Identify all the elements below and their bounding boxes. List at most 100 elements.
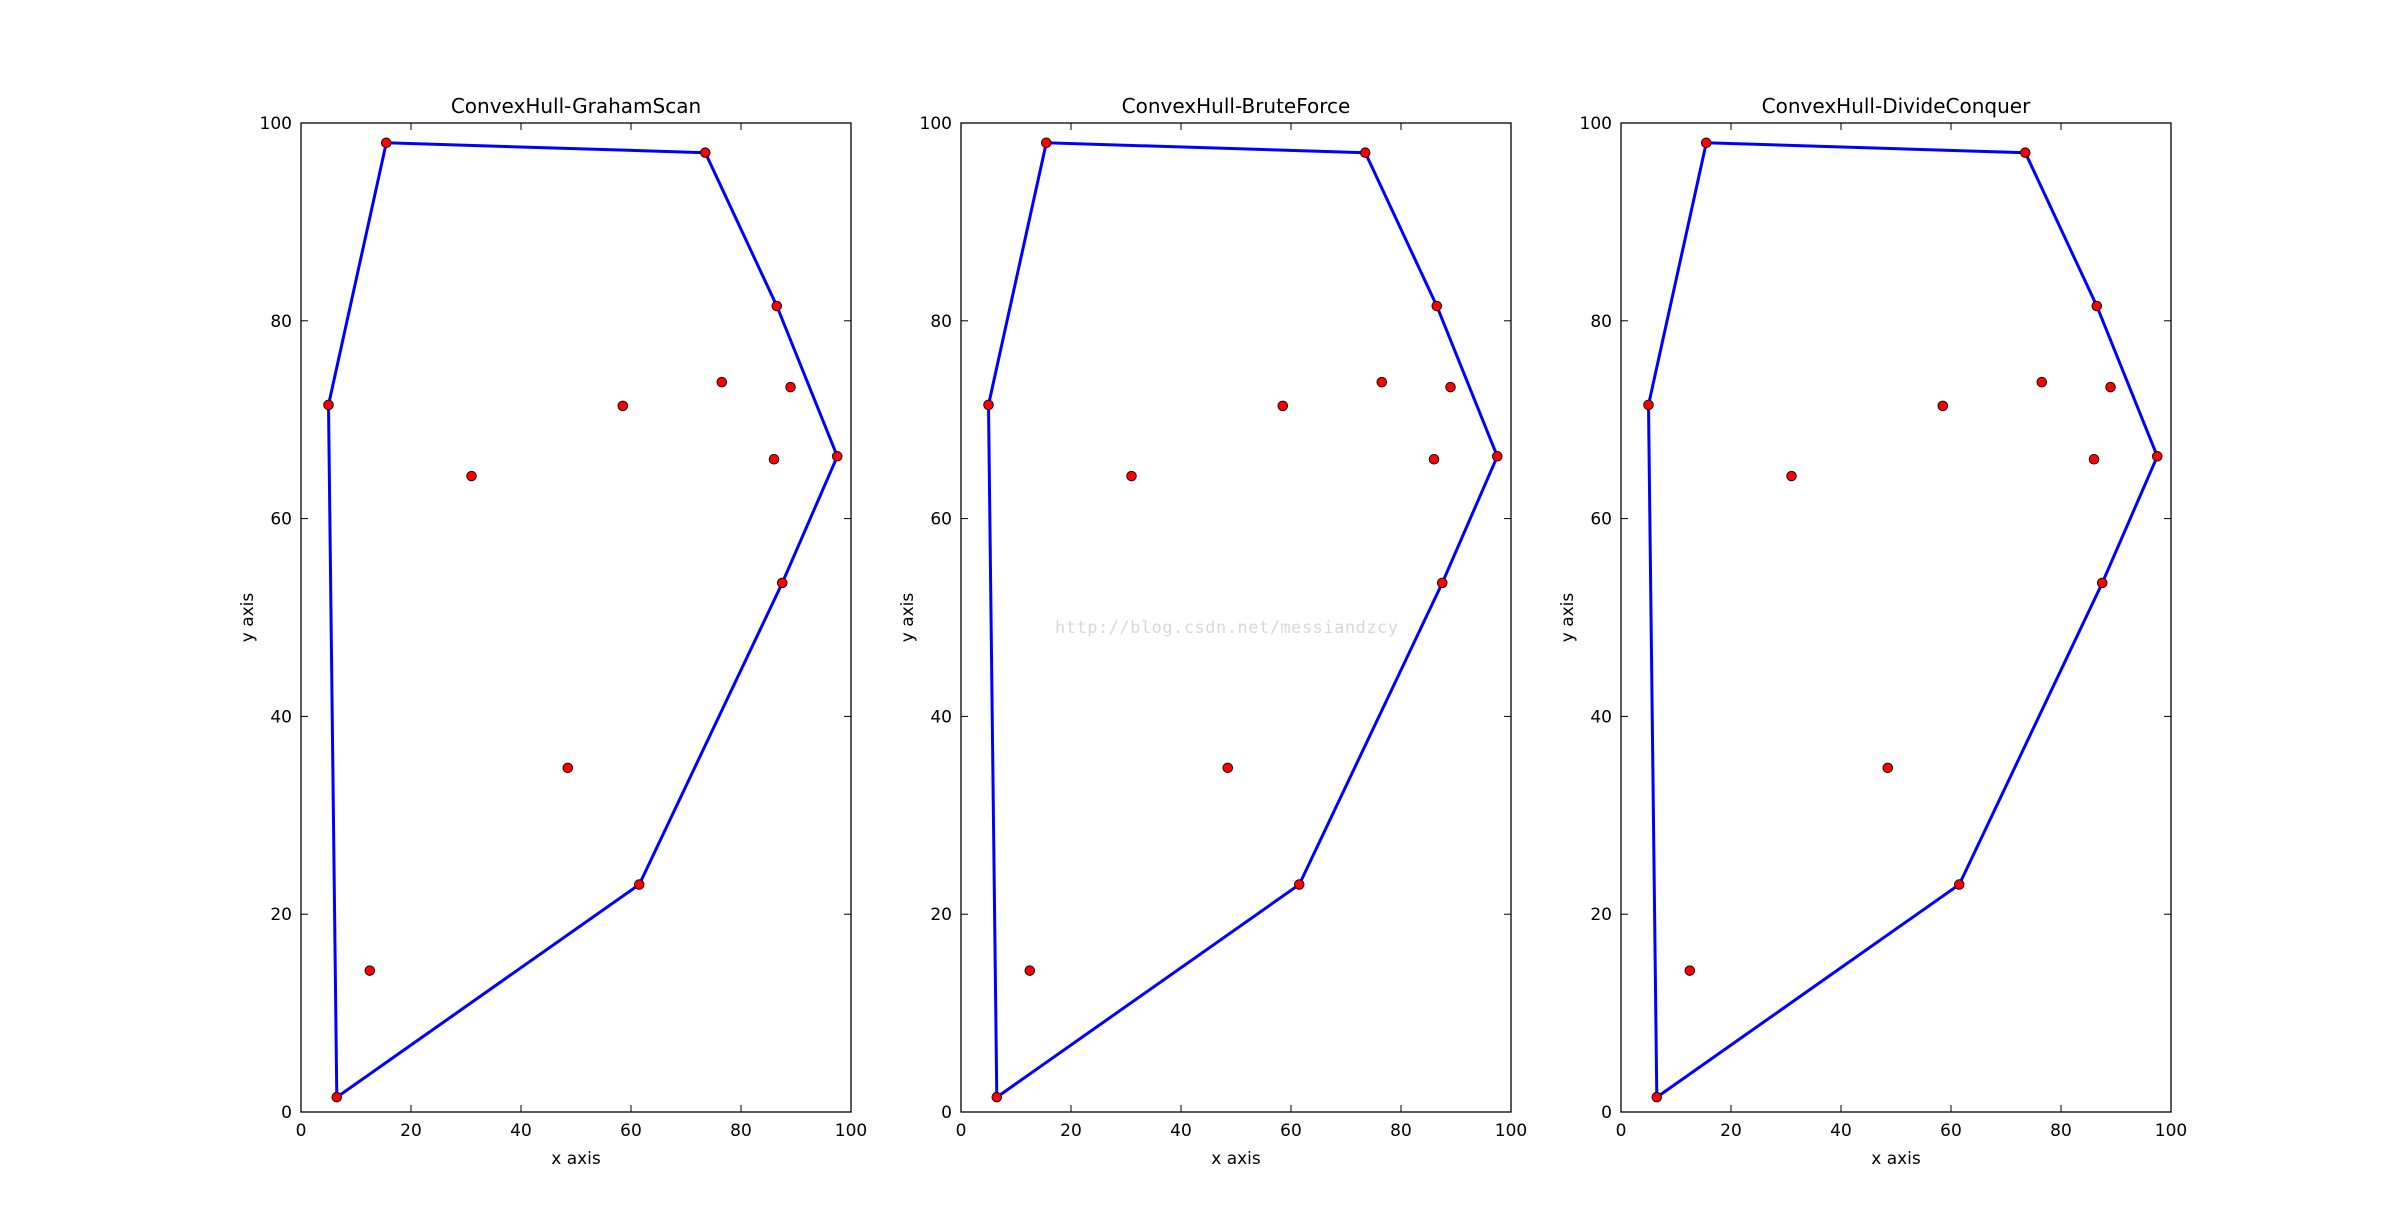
data-point — [1786, 470, 1797, 482]
data-point — [617, 400, 629, 412]
data-point — [1376, 376, 1387, 388]
data-point — [1651, 1091, 1662, 1103]
data-point — [1024, 965, 1035, 976]
data-point — [2105, 381, 2116, 393]
data-point — [771, 300, 783, 312]
y-tick-label: 80 — [930, 312, 952, 332]
x-tick-label: 20 — [1060, 1121, 1082, 1141]
y-tick-label: 40 — [930, 707, 952, 727]
axes-frame — [300, 122, 852, 1113]
watermark-text: http://blog.csdn.net/messiandzcy — [1055, 618, 1399, 638]
data-point — [2091, 300, 2102, 312]
y-tick-label: 0 — [941, 1103, 952, 1123]
axes-frame — [1620, 122, 2172, 1113]
y-tick-label: 40 — [1590, 707, 1612, 727]
data-point — [1882, 762, 1893, 774]
data-point — [983, 399, 994, 411]
y-tick-label: 60 — [930, 510, 952, 530]
chart-panel-3: 0 20 40 60 80 100 0 20 40 60 80 100 ConvexHull-Divid… — [1558, 94, 2187, 1169]
data-point — [1222, 762, 1233, 774]
x-tick-label: 20 — [400, 1121, 422, 1141]
data-point — [634, 879, 645, 890]
x-tick-label: 100 — [835, 1121, 867, 1141]
data-point — [2036, 376, 2047, 388]
x-tick-label: 100 — [1495, 1121, 1527, 1141]
data-point — [1937, 400, 1948, 412]
y-tick-label: 20 — [1590, 905, 1612, 925]
x-tick-label: 60 — [620, 1121, 642, 1141]
plot-area — [301, 123, 851, 1112]
data-point — [1359, 147, 1371, 158]
y-tick-label: 20 — [270, 905, 292, 925]
x-tick-label: 0 — [1616, 1121, 1627, 1141]
data-point — [364, 965, 376, 976]
data-point — [1953, 879, 1965, 890]
x-tick-label: 60 — [1280, 1121, 1302, 1141]
data-point — [2019, 147, 2031, 158]
data-point — [466, 470, 477, 482]
x-tick-label: 80 — [2050, 1121, 2072, 1141]
y-axis-label: y axis — [1558, 593, 1578, 643]
data-point — [832, 451, 843, 462]
chart-title: ConvexHull-BruteForce — [1122, 94, 1351, 118]
x-axis-label: x axis — [551, 1149, 601, 1169]
data-point — [1277, 400, 1288, 412]
y-tick-label: 60 — [1590, 510, 1612, 530]
data-point — [1040, 137, 1052, 149]
data-point — [1428, 454, 1440, 465]
data-point — [1126, 470, 1137, 482]
data-point — [323, 399, 334, 411]
x-tick-label: 0 — [296, 1121, 307, 1141]
x-tick-label: 40 — [1170, 1121, 1192, 1141]
y-tick-label: 80 — [1590, 312, 1612, 332]
y-tick-label: 0 — [1601, 1103, 1612, 1123]
chart-title: ConvexHull-DivideConquer — [1762, 94, 2031, 118]
data-point — [716, 376, 728, 388]
data-point — [991, 1091, 1003, 1103]
y-tick-label: 60 — [270, 510, 292, 530]
data-point — [2151, 451, 2163, 462]
y-tick-label: 100 — [260, 114, 292, 134]
data-point — [1436, 577, 1448, 589]
x-tick-label: 20 — [1720, 1121, 1742, 1141]
y-tick-label: 20 — [930, 905, 952, 925]
data-point — [2096, 577, 2108, 589]
x-tick-label: 100 — [2155, 1121, 2187, 1141]
data-point — [785, 381, 796, 393]
data-point — [1684, 965, 1695, 976]
y-tick-label: 100 — [1580, 114, 1612, 134]
x-axis-label: x axis — [1211, 1149, 1261, 1169]
data-point — [700, 147, 711, 158]
data-point — [777, 577, 788, 589]
data-point — [1445, 381, 1456, 393]
y-axis-label: y axis — [238, 593, 258, 643]
x-tick-label: 80 — [730, 1121, 752, 1141]
data-point — [331, 1091, 343, 1103]
data-point — [1431, 300, 1442, 312]
y-tick-label: 0 — [281, 1103, 292, 1123]
data-point — [768, 454, 780, 465]
chart-panel-2: 0 20 40 60 80 100 0 20 40 60 80 100 ConvexHull-Brute… — [898, 94, 1527, 1169]
x-axis-label: x axis — [1871, 1149, 1921, 1169]
axes-frame — [960, 122, 1512, 1113]
chart-panel-1: 0 20 40 60 80 100 0 20 40 60 80 100 ConvexHull-Graha… — [238, 94, 867, 1169]
data-point — [1293, 879, 1305, 890]
data-point — [2088, 454, 2100, 465]
y-axis-label: y axis — [898, 593, 918, 643]
y-tick-label: 80 — [270, 312, 292, 332]
data-point — [1700, 137, 1712, 149]
chart-title: ConvexHull-GrahamScan — [451, 94, 701, 118]
x-tick-label: 40 — [510, 1121, 532, 1141]
y-tick-label: 40 — [270, 707, 292, 727]
data-point — [1643, 399, 1654, 411]
plot-area — [1621, 123, 2171, 1112]
data-point — [562, 762, 574, 774]
x-tick-label: 0 — [956, 1121, 967, 1141]
x-tick-label: 40 — [1830, 1121, 1852, 1141]
x-tick-label: 80 — [1390, 1121, 1412, 1141]
data-point — [381, 137, 392, 149]
x-tick-label: 60 — [1940, 1121, 1962, 1141]
y-tick-label: 100 — [920, 114, 952, 134]
data-point — [1491, 451, 1503, 462]
